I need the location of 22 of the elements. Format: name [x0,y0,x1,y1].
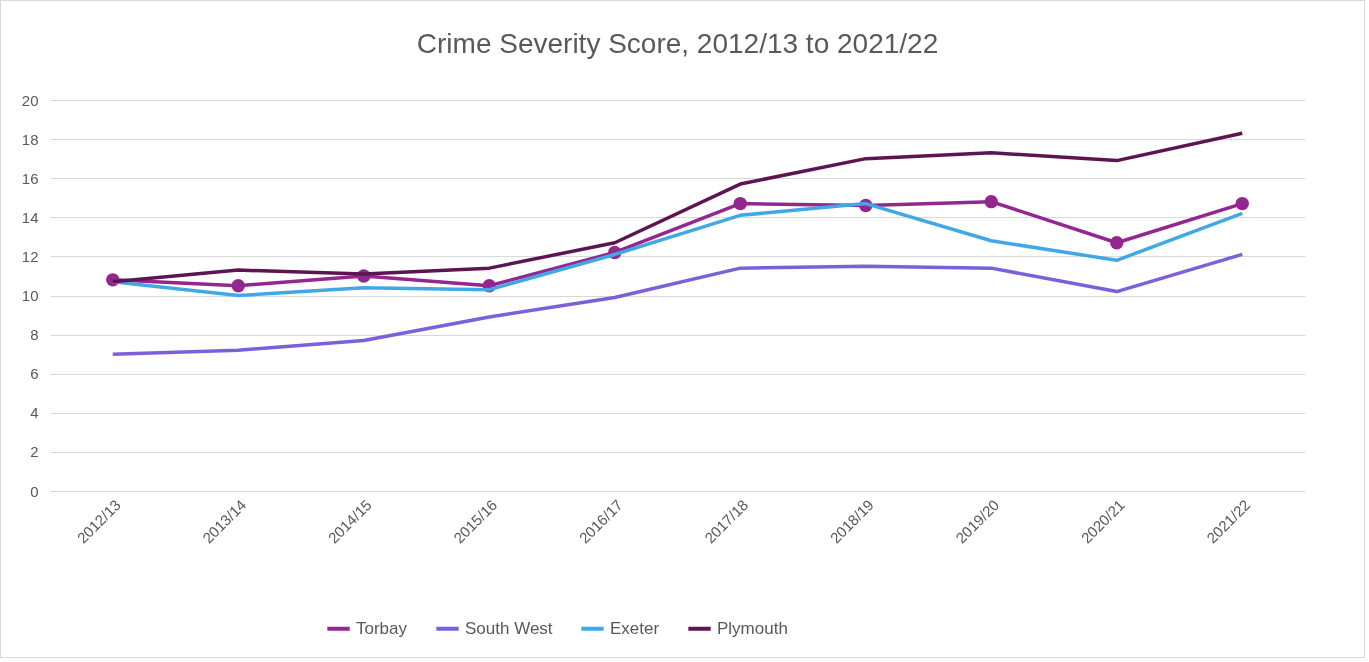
point [1110,236,1124,250]
y-tick-label: 20 [21,91,39,109]
y-tick-label: 2 [30,443,39,461]
y-tick-label: 0 [30,482,39,500]
point [1235,196,1249,211]
y-tick-label: 4 [30,404,39,422]
legend-label: Exeter [610,618,660,638]
y-tick-label: 18 [21,130,39,148]
legend-label: Torbay [356,618,408,638]
y-tick-label: 10 [21,287,39,304]
chart-title: Crime Severity Score, 2012/13 to 2021/22 [416,28,939,59]
y-tick-label: 16 [21,169,39,187]
y-tick-label: 14 [21,208,39,226]
point [984,194,998,209]
line-series [111,252,1244,356]
y-tick-label: 8 [30,326,39,344]
legend-label: South West [465,618,553,638]
point [231,279,245,293]
legend-label: Plymouth [717,618,788,638]
y-tick-label: 6 [30,365,39,383]
y-tick-label: 12 [21,247,39,265]
point [733,196,747,211]
